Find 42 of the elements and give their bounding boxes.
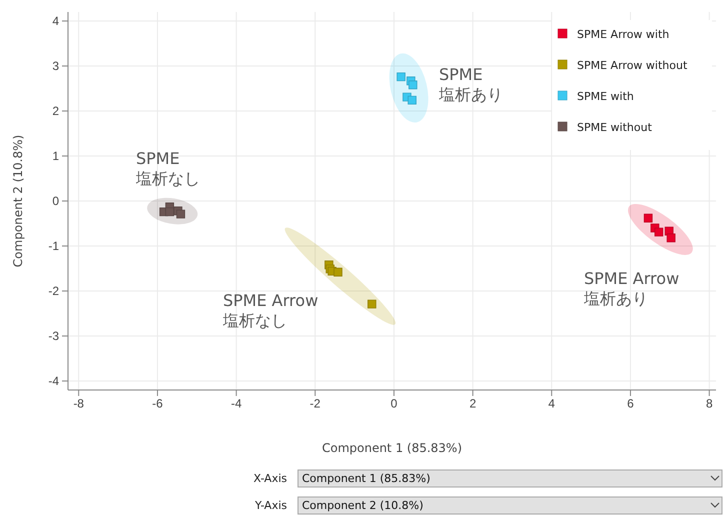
annotation: SPME Arrow 塩析あり — [583, 269, 680, 308]
legend-label: SPME Arrow without — [577, 59, 688, 72]
point — [396, 72, 406, 82]
y-tick-label: -4 — [48, 374, 60, 388]
point — [654, 228, 664, 236]
annotation: SPME 塩析なし — [135, 149, 200, 188]
x-tick-label: 8 — [706, 396, 713, 411]
point — [666, 234, 676, 242]
point — [408, 80, 418, 90]
y-tick-label: 1 — [52, 148, 60, 163]
y-tick-label: -2 — [48, 284, 60, 298]
x-tick-label: -2 — [310, 396, 321, 411]
text: X-Axis — [253, 472, 288, 485]
annotation: SPME Arrow 塩析なし — [222, 291, 318, 330]
text: Component 2 (10.8%) — [302, 499, 424, 512]
x-tick-label: 6 — [627, 396, 634, 411]
text: Y-Axis — [254, 499, 288, 512]
text: Component 1 (85.83%) — [302, 472, 430, 485]
legend-label: SPME Arrow with — [577, 28, 670, 41]
y-tick-label: 3 — [52, 58, 60, 73]
point — [368, 300, 376, 308]
x-tick-label: -4 — [230, 396, 242, 411]
x-tick-label: 2 — [469, 396, 476, 411]
y-tick-label: 4 — [52, 14, 60, 28]
annotation: SPME 塩析あり — [438, 65, 503, 104]
y-tick-label: 0 — [52, 194, 60, 208]
point — [334, 268, 342, 276]
point — [176, 210, 186, 218]
y-axis-title: Component 2 (10.8%) — [11, 134, 25, 268]
x-tick-label: 4 — [548, 396, 556, 411]
legend-label: SPME without — [577, 121, 653, 134]
point — [644, 214, 653, 222]
point — [165, 207, 174, 216]
legend-label: SPME with — [577, 90, 634, 103]
x-tick-label: -8 — [73, 396, 84, 411]
x-tick-label: 0 — [390, 396, 398, 411]
x-axis-title: Component 1 (85.83%) — [322, 441, 462, 455]
point — [408, 96, 416, 105]
x-tick-label: -6 — [152, 396, 164, 411]
y-tick-label: 2 — [52, 104, 60, 118]
y-tick-label: -3 — [48, 328, 60, 343]
y-tick-label: -1 — [48, 238, 60, 253]
